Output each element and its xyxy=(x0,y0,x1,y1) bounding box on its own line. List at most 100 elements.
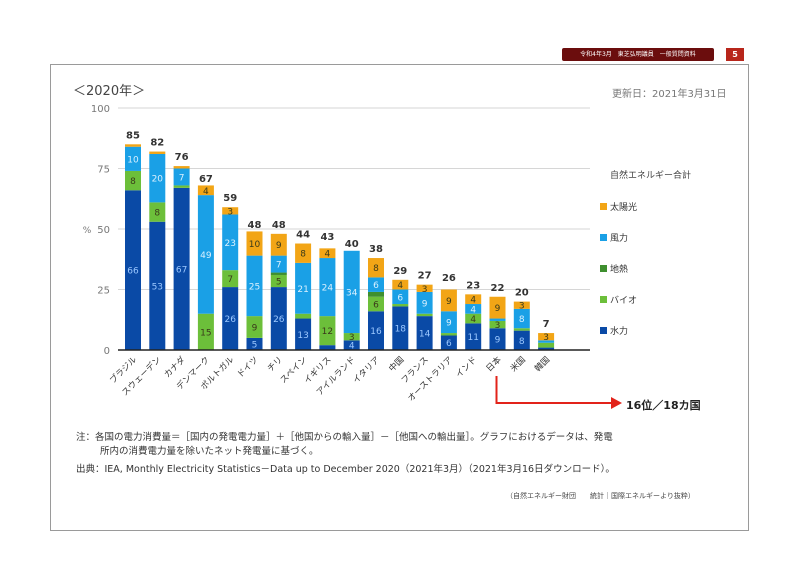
bar-segment xyxy=(513,308,530,329)
segment-label: 3 xyxy=(349,333,355,343)
total-label: 23 xyxy=(466,280,480,291)
segment-label: 4 xyxy=(470,296,476,306)
bar-segment xyxy=(246,316,263,338)
legend-title: 自然エネルギー合計 xyxy=(610,171,692,181)
x-tick-label: 日本 xyxy=(484,354,504,374)
x-tick-label: チリ xyxy=(266,355,285,374)
bar-segment xyxy=(465,323,482,350)
total-label: 22 xyxy=(491,283,505,294)
legend-item: 太陽光 xyxy=(600,200,637,213)
bar-segment xyxy=(270,272,287,275)
segment-label: 6 xyxy=(397,293,403,303)
segment-label: 6 xyxy=(446,339,452,349)
x-tick-label: 中国 xyxy=(387,354,407,374)
bar-segment xyxy=(197,185,214,196)
bar-segment xyxy=(319,345,336,350)
bar-segment xyxy=(343,333,360,341)
y-tick-label: 100 xyxy=(91,104,110,115)
bar-segment xyxy=(368,291,384,297)
note-line-1: 注：各国の電力消費量＝［国内の発電電力量］＋［他国からの輸入量］－［他国への輸出… xyxy=(76,432,613,443)
bar-segment xyxy=(440,335,457,350)
total-label: 27 xyxy=(418,271,432,282)
bar-segment xyxy=(489,320,506,329)
document-header-badge: 令和4年3月 東芝弘明議員 一般質問資料 xyxy=(562,48,714,61)
source: 出典：IEA, Monthly Electricity Statistics－D… xyxy=(76,464,615,475)
segment-label: 16 xyxy=(370,327,382,337)
segment-label: 18 xyxy=(395,325,407,335)
segment-label: 9 xyxy=(422,299,428,309)
updated-date: 更新日：2021年3月31日 xyxy=(612,89,727,100)
y-tick-label: 50 xyxy=(97,225,110,236)
segment-label: 9 xyxy=(446,297,452,307)
segment-label: 20 xyxy=(152,175,164,185)
credit: （自然エネルギー財団 統計｜国際エネルギーより抜粋） xyxy=(506,492,695,500)
bar-segment xyxy=(149,153,166,203)
bar-segment xyxy=(149,221,166,350)
segment-label: 21 xyxy=(297,285,308,295)
bar-segment xyxy=(246,337,263,350)
legend-swatch xyxy=(600,203,607,210)
bar-segment xyxy=(392,279,409,290)
segment-label: 7 xyxy=(227,275,233,285)
bar-segment xyxy=(295,318,312,350)
x-tick-label: 米国 xyxy=(508,354,528,374)
segment-label: 7 xyxy=(276,261,282,271)
legend-label: バイオ xyxy=(610,296,638,306)
legend-label: 風力 xyxy=(610,234,629,244)
x-tick-label: ドイツ xyxy=(236,355,261,380)
x-tick-label: インド xyxy=(454,355,479,380)
legend-item: 地熱 xyxy=(600,262,628,275)
bar-segment xyxy=(246,255,263,317)
total-label: 85 xyxy=(126,130,140,141)
segment-label: 6 xyxy=(373,281,379,291)
legend-label: 水力 xyxy=(610,327,629,337)
segment-label: 11 xyxy=(467,333,478,343)
y-axis-label: % xyxy=(83,226,92,236)
bar-segment xyxy=(416,313,433,317)
segment-label: 10 xyxy=(127,155,139,165)
segment-label: 26 xyxy=(273,315,285,325)
bar-segment xyxy=(538,342,555,348)
bar-segment xyxy=(465,304,482,314)
segment-label: 13 xyxy=(297,331,308,341)
segment-label: 3 xyxy=(519,302,525,312)
total-label: 82 xyxy=(150,138,164,149)
segment-label: 15 xyxy=(200,328,211,338)
total-label: 29 xyxy=(393,266,407,277)
bar-segment xyxy=(513,328,530,331)
segment-label: 8 xyxy=(519,337,525,347)
bar-segment xyxy=(392,304,409,307)
segment-label: 9 xyxy=(446,319,452,329)
bar-segment xyxy=(319,316,336,346)
bar-segment xyxy=(125,170,141,191)
segment-label: 4 xyxy=(470,315,476,325)
total-label: 20 xyxy=(515,288,529,299)
bar-segment xyxy=(416,291,433,314)
segment-label: 5 xyxy=(252,340,258,350)
bar-segment xyxy=(295,243,312,263)
segment-label: 8 xyxy=(300,250,306,260)
total-label: 48 xyxy=(248,220,262,231)
segment-label: 9 xyxy=(252,324,258,334)
bar-segment xyxy=(319,248,336,259)
x-tick-label: 韓国 xyxy=(532,354,552,374)
total-label: 44 xyxy=(296,230,310,241)
bar-segment xyxy=(197,195,214,314)
bar-segment xyxy=(416,316,433,350)
page-number: 5 xyxy=(726,48,744,61)
bar-segment xyxy=(513,301,530,309)
bar-segment xyxy=(173,168,190,186)
bar-segment xyxy=(246,231,263,256)
bar-segment xyxy=(440,333,457,336)
legend-label: 太陽光 xyxy=(610,203,638,213)
legend-swatch xyxy=(600,265,607,272)
segment-label: 24 xyxy=(322,284,334,294)
segment-label: 3 xyxy=(495,321,501,331)
segment-label: 14 xyxy=(419,330,431,340)
bar-segment xyxy=(222,270,239,288)
bar-segment xyxy=(222,287,239,350)
bar-segment xyxy=(173,187,190,350)
segment-label: 6 xyxy=(373,301,379,311)
total-label: 48 xyxy=(272,220,286,231)
bar-segment xyxy=(270,255,287,273)
